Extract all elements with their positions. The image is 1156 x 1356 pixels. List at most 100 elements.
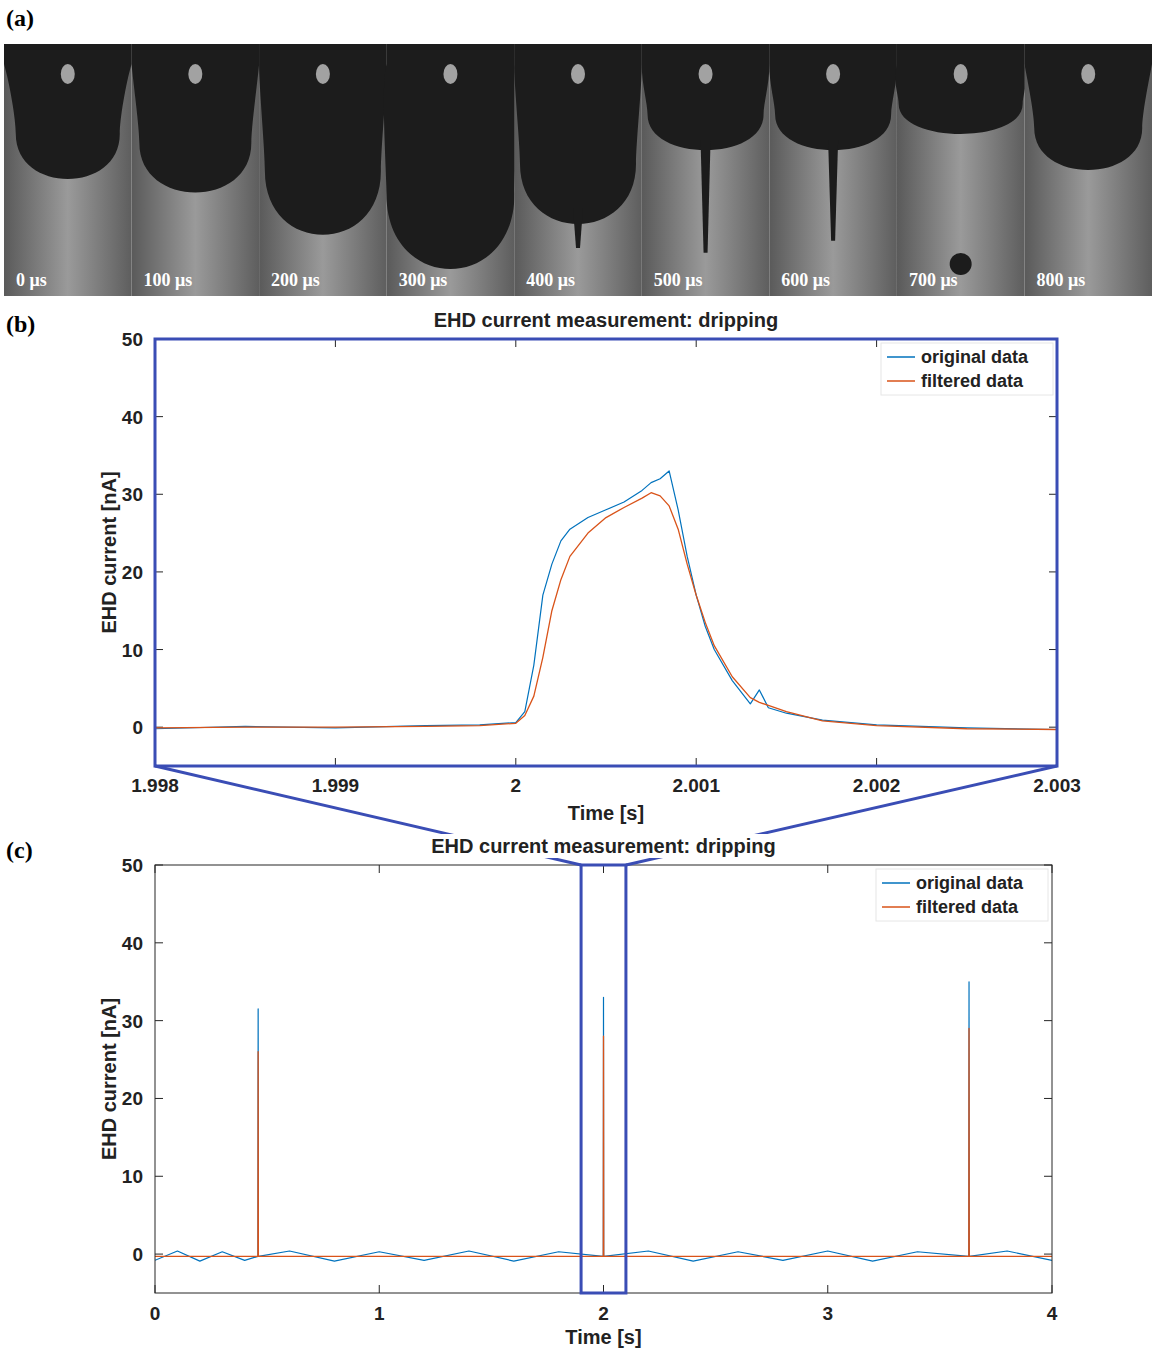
series-line — [155, 471, 1057, 730]
y-tick-label: 20 — [122, 562, 143, 583]
highlight — [826, 64, 840, 84]
frame-label: 600 μs — [781, 270, 830, 290]
data-group — [155, 471, 1057, 730]
y-tick-right — [1044, 1098, 1052, 1099]
frame-label: 800 μs — [1036, 270, 1085, 290]
x-tick-label: 2.003 — [1033, 775, 1081, 796]
highlight — [443, 64, 457, 84]
x-tick-top — [379, 865, 380, 873]
x-tick-label: 2.001 — [672, 775, 720, 796]
plot-frame — [155, 339, 1057, 766]
y-tick-label: 30 — [122, 1011, 143, 1032]
droplet — [642, 44, 770, 150]
x-tick-top — [827, 865, 828, 873]
y-tick-right — [1044, 942, 1052, 943]
legend-swatch — [887, 356, 915, 358]
y-tick-label: 50 — [122, 329, 143, 350]
y-tick-label: 50 — [122, 855, 143, 876]
legend: original data filtered data — [876, 869, 1048, 921]
data-group — [155, 982, 1052, 1261]
panel-label: (b) — [6, 311, 35, 337]
x-tick-label: 2.002 — [853, 775, 901, 796]
x-tick-label: 2 — [598, 1303, 609, 1324]
x-axis-title: Time [s] — [568, 802, 644, 824]
frame-label: 700 μs — [909, 270, 958, 290]
series-line — [155, 493, 1057, 730]
legend-label: original data — [921, 347, 1029, 367]
droplet — [514, 44, 642, 224]
highlight — [188, 64, 202, 84]
droplet — [259, 44, 387, 235]
chart-title: EHD current measurement: dripping — [434, 309, 779, 331]
x-tick-label: 1 — [374, 1303, 385, 1324]
highlight — [61, 64, 75, 84]
x-axis-title: Time [s] — [565, 1326, 641, 1348]
frame-label: 300 μs — [399, 270, 448, 290]
legend: original data filtered data — [881, 343, 1053, 395]
title-patch — [427, 834, 780, 858]
x-tick-label: 1.999 — [312, 775, 360, 796]
y-tick-label: 0 — [132, 717, 143, 738]
x-tick — [379, 1285, 380, 1293]
title-patch — [430, 308, 783, 332]
plot-frame — [155, 865, 1052, 1293]
zoom-indicator — [155, 766, 1057, 1293]
frame-background — [769, 44, 897, 296]
frame-label: 100 μs — [144, 270, 193, 290]
highlight — [1081, 64, 1095, 84]
y-tick — [155, 1254, 163, 1255]
highlight — [954, 64, 968, 84]
frame-background — [1024, 44, 1152, 296]
highlight — [571, 64, 585, 84]
chart: 0123401020304050Time [s]EHD current [nA]… — [98, 855, 1058, 1348]
droplet — [1024, 44, 1152, 170]
frame-label: 500 μs — [654, 270, 703, 290]
highlight — [316, 64, 330, 84]
legend-swatch — [882, 882, 910, 884]
y-tick-label: 40 — [122, 407, 143, 428]
frame-label: 0 μs — [16, 270, 47, 290]
x-tick-label: 3 — [822, 1303, 833, 1324]
legend-box — [876, 869, 1048, 921]
x-tick — [827, 1285, 828, 1293]
legend-swatch — [887, 380, 915, 382]
legend-label: original data — [916, 873, 1024, 893]
y-tick-label: 40 — [122, 933, 143, 954]
frame-label: 400 μs — [526, 270, 575, 290]
x-tick-label: 2 — [511, 775, 522, 796]
droplet — [769, 44, 897, 150]
y-tick-label: 0 — [132, 1244, 143, 1265]
plot-background — [155, 865, 1052, 1293]
panel-label: (c) — [6, 837, 33, 863]
title-group: EHD current measurement: dripping — [430, 308, 783, 332]
x-tick-label: 0 — [150, 1303, 161, 1324]
legend-box — [881, 343, 1053, 395]
legend-label: filtered data — [921, 371, 1024, 391]
title-group: EHD current measurement: dripping — [427, 834, 780, 858]
y-tick-label: 10 — [122, 1166, 143, 1187]
y-tick-right — [1044, 1254, 1052, 1255]
y-tick-label: 30 — [122, 484, 143, 505]
y-tick — [155, 1176, 163, 1177]
y-tick-label: 10 — [122, 640, 143, 661]
x-tick-label: 1.998 — [131, 775, 179, 796]
jet — [828, 141, 838, 241]
y-tick — [155, 942, 163, 943]
y-tick-right — [1044, 1020, 1052, 1021]
frame-background — [514, 44, 642, 296]
frame-background — [259, 44, 387, 296]
frame-background — [642, 44, 770, 296]
image-strip: 0 μs 100 μs 200 μs 300 μs 400 μs 500 μs 600 μs… — [4, 44, 1152, 296]
jet — [573, 208, 583, 248]
legend-label: filtered data — [916, 897, 1019, 917]
droplet — [384, 44, 517, 269]
legend-swatch — [882, 906, 910, 908]
series-line — [155, 1028, 1052, 1256]
y-tick — [155, 1098, 163, 1099]
frame-label: 200 μs — [271, 270, 320, 290]
droplet — [4, 44, 132, 179]
droplet — [895, 44, 1026, 134]
jet — [701, 141, 711, 253]
panel-label: (a) — [6, 5, 34, 31]
plot-background — [155, 339, 1057, 766]
